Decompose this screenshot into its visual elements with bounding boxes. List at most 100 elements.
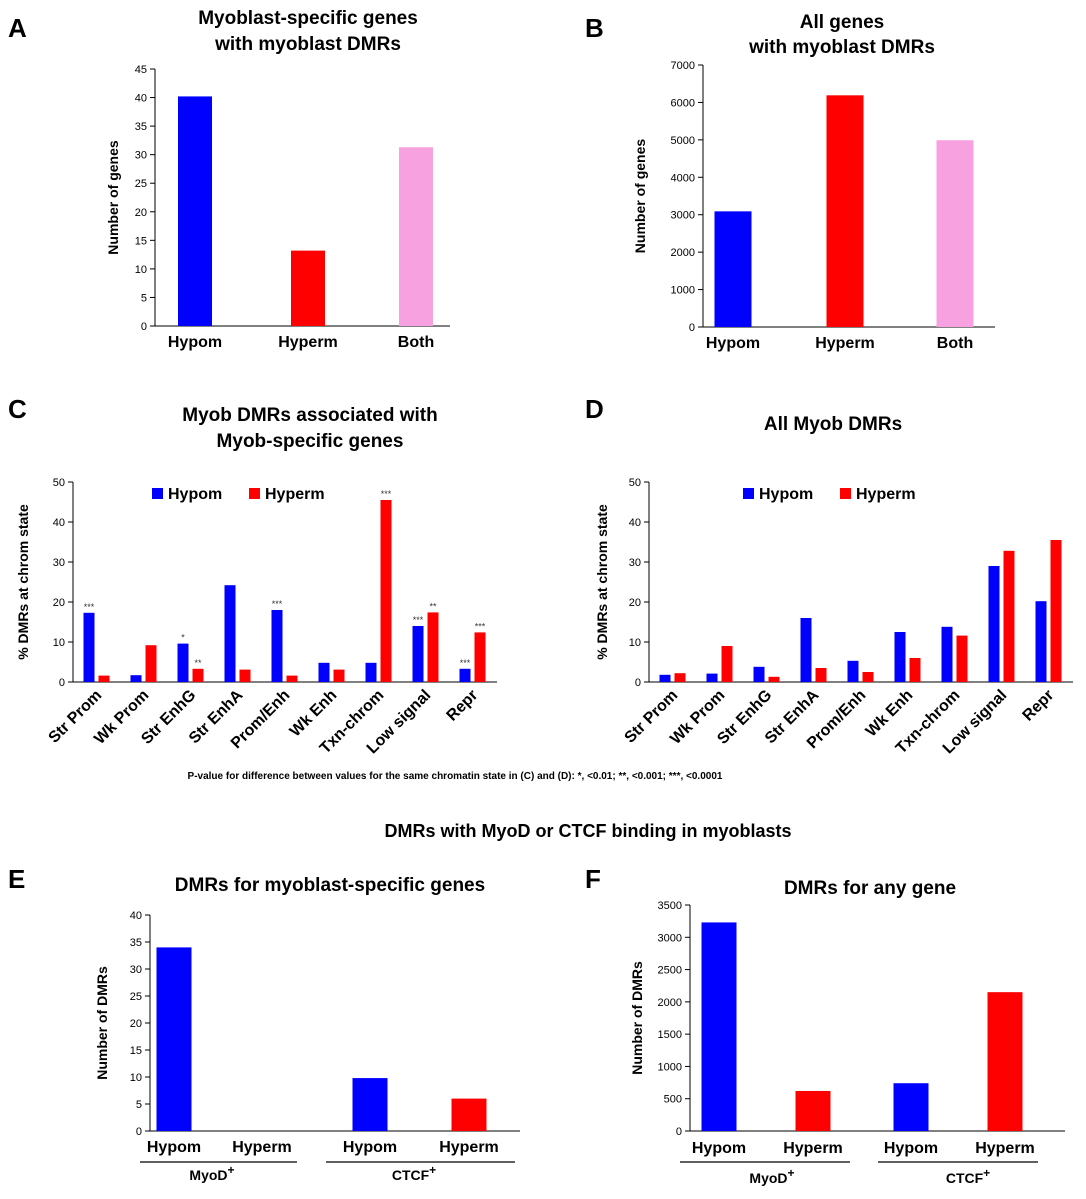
- bar: [192, 668, 204, 682]
- significance-mark: **: [194, 658, 202, 668]
- y-tick-label: 40: [130, 910, 142, 922]
- y-tick-label: 20: [53, 597, 65, 609]
- bar: [862, 672, 874, 682]
- y-tick-label: 3000: [658, 932, 682, 944]
- y-axis-label: Number of genes: [632, 139, 648, 254]
- x-tick-label: Both: [398, 334, 434, 351]
- bar: [178, 96, 212, 326]
- bar: [800, 618, 812, 682]
- bar: [239, 669, 251, 682]
- y-axis-label: % DMRs at chrom state: [15, 504, 31, 660]
- chart-title: DMRs for any gene: [784, 878, 956, 899]
- bar: [451, 1098, 487, 1131]
- bar: [768, 676, 780, 682]
- panel-d: D All Myob DMRs 0 10 20 30 40 50 % DMRs at chrom…: [585, 394, 1073, 757]
- y-tick-label: 0: [676, 1126, 682, 1138]
- bar: [83, 612, 95, 682]
- y-tick-label: 30: [130, 964, 142, 976]
- bar: [271, 610, 283, 682]
- panel-c: C Myob DMRs associated with Myob-specific …: [8, 394, 497, 757]
- y-axis-label: % DMRs at chrom state: [594, 504, 610, 660]
- y-tick-label: 40: [53, 517, 65, 529]
- x-tick-label: Hyperm: [815, 335, 875, 352]
- y-tick-label: 5000: [671, 135, 695, 147]
- x-tick-label: Hypom: [692, 1140, 746, 1157]
- panel-label: E: [8, 864, 25, 894]
- bar: [224, 585, 236, 682]
- y-tick-label: 5: [141, 292, 147, 304]
- x-tick-label: Hyperm: [232, 1139, 292, 1156]
- legend-swatch: [152, 488, 163, 499]
- panel-label: F: [585, 864, 601, 894]
- bar: [333, 669, 345, 682]
- chart-title: All genes: [800, 12, 884, 33]
- y-tick-label: 30: [629, 557, 641, 569]
- y-tick-label: 0: [635, 677, 641, 689]
- bar: [286, 675, 298, 682]
- legend-label: Hyperm: [265, 486, 325, 503]
- y-tick-label: 1000: [671, 285, 695, 297]
- y-tick-label: 40: [629, 517, 641, 529]
- panel-a: A Myoblast-specific genes with myoblast DM…: [8, 8, 450, 351]
- y-tick-label: 15: [135, 235, 147, 247]
- bar: [365, 662, 377, 682]
- panel-f: F DMRs for any gene 0 500 1000 1500 2000 2500 30…: [585, 864, 1065, 1186]
- bar: [893, 1083, 929, 1131]
- y-tick-label: 0: [689, 322, 695, 334]
- x-tick-label: Hypom: [884, 1140, 938, 1157]
- group-label: CTCF+: [946, 1166, 990, 1186]
- x-tick-label: Hyperm: [439, 1139, 499, 1156]
- bar: [145, 645, 157, 682]
- significance-mark: *: [181, 633, 185, 643]
- p-value-footnote: P-value for difference between values fo…: [188, 771, 723, 782]
- y-tick-label: 1000: [658, 1061, 682, 1073]
- y-tick-label: 20: [130, 1018, 142, 1030]
- y-tick-label: 30: [135, 150, 147, 162]
- bar: [659, 674, 671, 682]
- panel-label: D: [585, 394, 604, 424]
- bar: [399, 147, 433, 326]
- y-tick-label: 3000: [671, 210, 695, 222]
- bar: [1003, 550, 1015, 682]
- bar: [706, 673, 718, 682]
- bar: [941, 626, 953, 682]
- bar: [815, 668, 827, 682]
- y-tick-label: 45: [135, 64, 147, 76]
- significance-mark: ***: [413, 615, 424, 625]
- y-tick-label: 0: [136, 1126, 142, 1138]
- panel-label: A: [8, 13, 27, 43]
- bar: [753, 666, 765, 682]
- y-tick-label: 10: [130, 1072, 142, 1084]
- legend-swatch: [743, 488, 754, 499]
- bar: [291, 250, 325, 326]
- group-label: CTCF+: [392, 1163, 436, 1183]
- chart-title: Myob DMRs associated with: [182, 405, 438, 426]
- x-tick-label: Hypom: [168, 334, 222, 351]
- bar: [956, 635, 968, 682]
- y-tick-label: 3500: [658, 900, 682, 912]
- y-tick-label: 40: [135, 93, 147, 105]
- chart-title: with myoblast DMRs: [748, 37, 935, 58]
- bar: [721, 646, 733, 682]
- y-tick-label: 2500: [658, 965, 682, 977]
- x-tick-label: Hypom: [706, 335, 760, 352]
- y-tick-label: 4000: [671, 172, 695, 184]
- significance-mark: ***: [84, 602, 95, 612]
- bar: [909, 658, 921, 682]
- chart-title: All Myob DMRs: [764, 414, 902, 435]
- y-tick-label: 50: [53, 477, 65, 489]
- significance-mark: ***: [475, 621, 486, 631]
- y-tick-label: 0: [59, 677, 65, 689]
- y-tick-label: 0: [141, 321, 147, 333]
- bar: [459, 668, 471, 682]
- bar: [130, 675, 142, 682]
- bar: [98, 675, 110, 682]
- legend-label: Hyperm: [856, 486, 916, 503]
- group-label: MyoD+: [189, 1163, 234, 1183]
- x-tick-label: Repr: [444, 687, 482, 725]
- y-tick-label: 1500: [658, 1029, 682, 1041]
- bar: [894, 632, 906, 682]
- bar: [987, 992, 1023, 1131]
- y-axis-label: Number of DMRs: [94, 966, 110, 1080]
- bar: [714, 211, 752, 327]
